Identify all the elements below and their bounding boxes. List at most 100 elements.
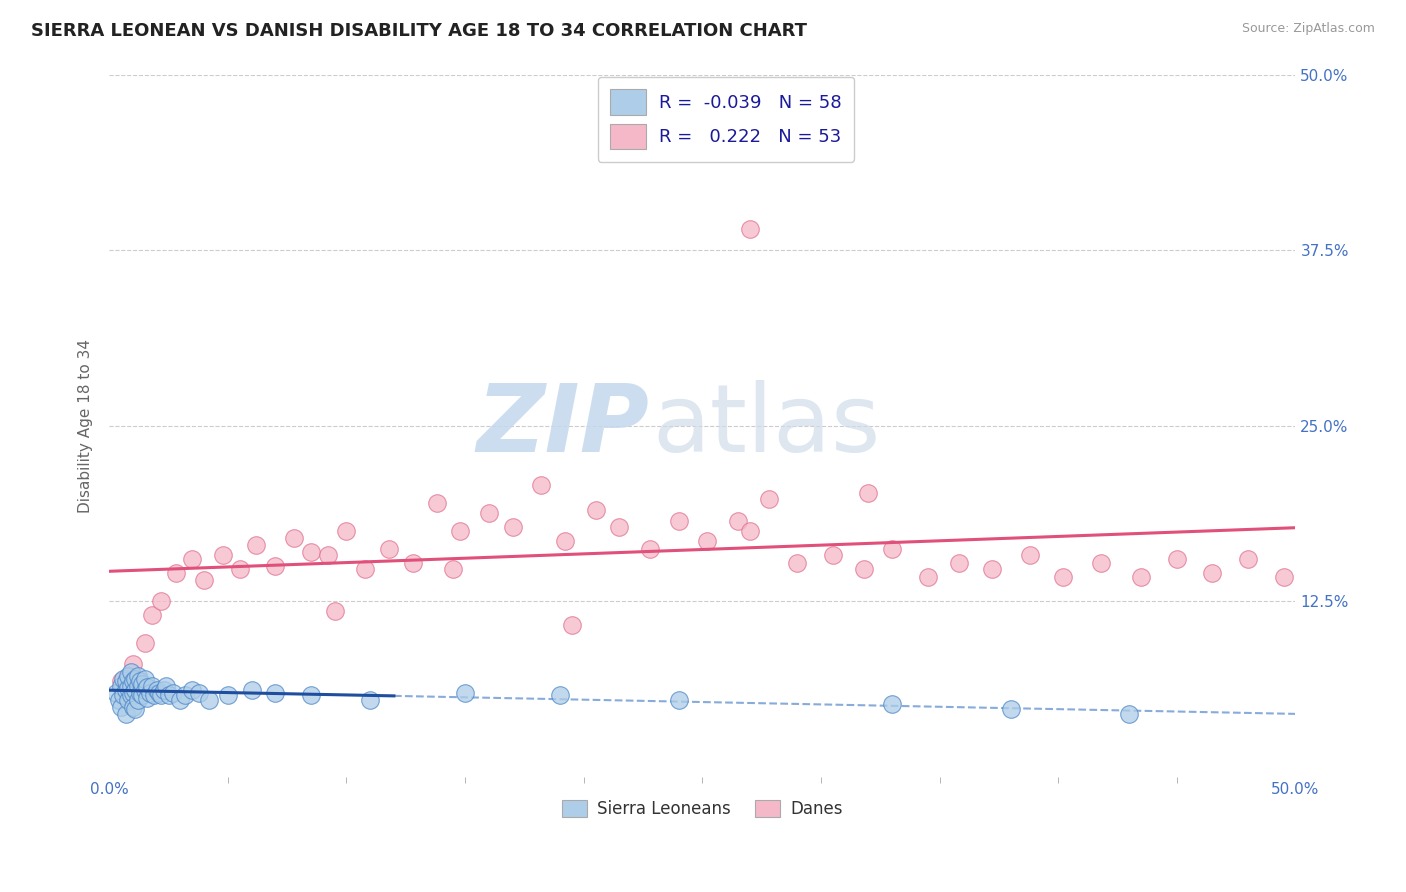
Point (217, 689, 239, 703)
Point (117, 681, 139, 696)
Point (136, 680, 159, 694)
Point (299, 545, 322, 559)
Point (169, 692, 191, 706)
Point (136, 691, 159, 706)
Point (181, 682, 204, 697)
Point (323, 604, 346, 618)
Point (561, 618, 583, 632)
Point (127, 692, 149, 706)
Point (449, 524, 471, 538)
Point (607, 520, 630, 534)
Point (120, 665, 142, 679)
Point (129, 685, 152, 699)
Point (478, 506, 501, 520)
Point (165, 566, 187, 581)
Point (668, 514, 690, 528)
Point (1130, 570, 1153, 584)
Point (122, 657, 145, 672)
Point (264, 685, 287, 699)
Point (738, 222, 761, 236)
Point (122, 674, 145, 689)
Point (120, 679, 142, 693)
Point (112, 689, 135, 703)
Point (283, 531, 305, 545)
Point (917, 570, 939, 584)
Point (110, 674, 132, 689)
Point (882, 542, 904, 557)
Point (1052, 570, 1074, 584)
Point (858, 486, 880, 500)
Point (821, 548, 844, 562)
Point (264, 559, 287, 574)
Point (198, 692, 221, 706)
Legend: Sierra Leoneans, Danes: Sierra Leoneans, Danes (555, 793, 849, 825)
Point (145, 682, 167, 697)
Point (181, 552, 204, 566)
Point (115, 674, 138, 689)
Point (155, 679, 177, 693)
Point (299, 689, 322, 703)
Point (138, 685, 160, 699)
Point (141, 608, 163, 623)
Point (1166, 552, 1188, 566)
Point (378, 542, 401, 557)
Point (141, 679, 163, 693)
Point (316, 548, 339, 562)
Point (668, 692, 690, 706)
Point (127, 679, 149, 693)
Point (129, 674, 152, 689)
Point (882, 697, 904, 711)
Point (454, 685, 477, 699)
Point (134, 672, 156, 686)
Y-axis label: Disability Age 18 to 34: Disability Age 18 to 34 (79, 339, 93, 513)
Text: SIERRA LEONEAN VS DANISH DISABILITY AGE 18 TO 34 CORRELATION CHART: SIERRA LEONEAN VS DANISH DISABILITY AGE … (31, 22, 807, 40)
Point (150, 689, 173, 703)
Point (696, 533, 718, 548)
Point (117, 669, 139, 683)
Point (212, 548, 235, 562)
Point (120, 689, 142, 703)
Point (162, 685, 184, 699)
Point (150, 594, 173, 608)
Point (122, 699, 145, 714)
Point (335, 524, 357, 538)
Point (124, 702, 146, 716)
Point (105, 685, 128, 699)
Point (240, 682, 263, 697)
Point (143, 689, 166, 703)
Point (148, 685, 170, 699)
Point (1018, 548, 1040, 562)
Point (110, 679, 132, 693)
Point (131, 677, 153, 691)
Point (193, 573, 215, 587)
Text: ZIP: ZIP (477, 380, 650, 472)
Point (530, 477, 553, 491)
Point (124, 672, 146, 686)
Point (1272, 570, 1295, 584)
Point (131, 689, 153, 703)
Point (107, 692, 129, 706)
Point (948, 557, 970, 571)
Point (1090, 557, 1112, 571)
Point (174, 689, 197, 703)
Point (548, 689, 571, 703)
Point (1000, 702, 1022, 716)
Point (188, 685, 211, 699)
Point (441, 562, 464, 576)
Point (134, 682, 156, 697)
Point (117, 692, 139, 706)
Point (1201, 566, 1223, 581)
Point (115, 682, 138, 697)
Point (758, 491, 780, 506)
Point (502, 520, 524, 534)
Text: atlas: atlas (652, 380, 880, 472)
Point (786, 557, 808, 571)
Point (727, 514, 749, 528)
Point (110, 699, 132, 714)
Point (1237, 552, 1260, 566)
Point (852, 562, 875, 576)
Point (153, 682, 176, 697)
Point (115, 706, 138, 721)
Text: Source: ZipAtlas.com: Source: ZipAtlas.com (1241, 22, 1375, 36)
Point (554, 533, 576, 548)
